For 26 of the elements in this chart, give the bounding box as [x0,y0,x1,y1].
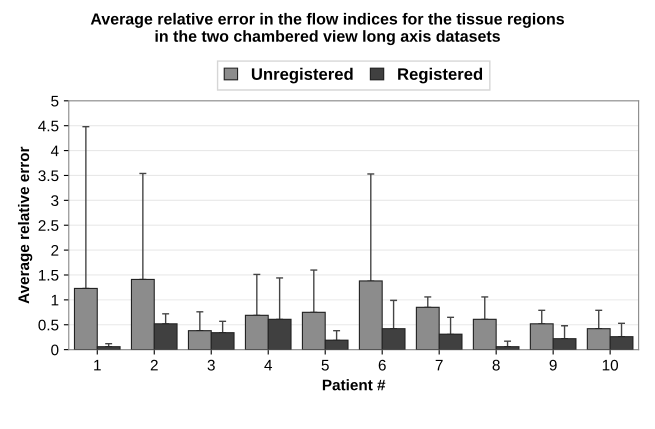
y-tick-label: 1.5 [38,270,58,281]
x-axis-title: Patient # [322,379,386,390]
y-tick-label: 0 [51,344,58,356]
legend-label: Unregistered [252,68,353,84]
y-tick-label: 5 [51,96,58,106]
y-tick-label: 0.5 [38,320,58,330]
x-tick-label: 8 [492,360,500,371]
y-tick-label: 2 [51,244,58,256]
x-tick-label: 4 [264,360,272,370]
y-tick-label: 1 [52,294,58,306]
chart-title: Average relative error in the flow indices for the tissue regions in the two chambered view long axis datasets [90,12,564,46]
x-tick-label: 6 [378,360,386,371]
legend-label: Registered [398,68,482,84]
y-tick-label: 3.5 [38,170,58,182]
x-tick-label: 3 [208,360,215,371]
x-tick-label: 5 [322,360,329,371]
y-tick-label: 4 [50,146,59,156]
x-tick-label: 9 [550,360,557,371]
y-axis-title: Average relative error [18,146,32,304]
y-tick-label: 3 [51,195,58,206]
y-tick-label: 4.5 [38,120,58,132]
x-tick-label: 10 [602,360,618,371]
y-tick-label: 2.5 [38,220,58,231]
x-tick-label: 1 [94,360,101,370]
x-tick-label: 7 [436,360,443,370]
x-tick-label: 2 [150,360,158,370]
